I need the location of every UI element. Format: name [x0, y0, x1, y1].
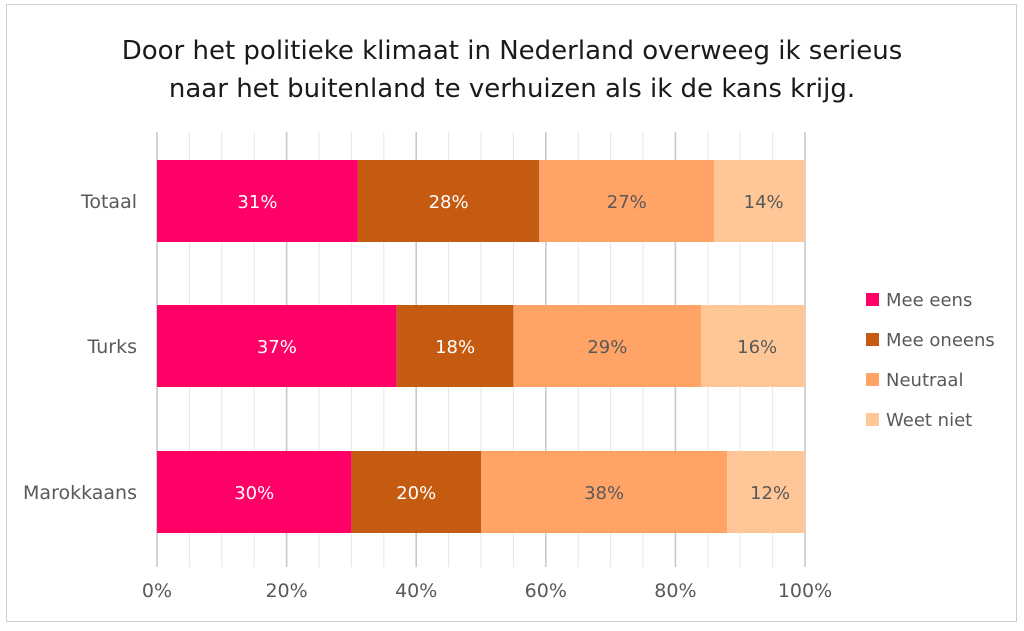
bar-segment: [357, 160, 540, 242]
chart-title-line: Door het politieke klimaat in Nederland …: [122, 36, 903, 66]
chart-frame: Door het politieke klimaat in Nederland …: [6, 4, 1017, 622]
data-label: 29%: [587, 337, 627, 358]
data-label: 30%: [234, 483, 274, 504]
data-label: 38%: [584, 483, 624, 504]
bar-segment: [157, 451, 352, 533]
bar-segment: [513, 305, 702, 387]
category-label: Turks: [87, 336, 137, 358]
x-tick-label: 0%: [142, 580, 172, 602]
x-tick-label: 40%: [395, 580, 437, 602]
data-label: 27%: [607, 192, 647, 213]
legend: Mee eens Mee oneens Neutraal Weet niet: [866, 290, 995, 431]
bar-segment: [481, 451, 728, 533]
x-tick-label: 20%: [265, 580, 307, 602]
bar-segment: [714, 160, 805, 242]
legend-label: Mee eens: [886, 290, 972, 311]
chart-title-line: naar het buitenland te verhuizen als ik …: [169, 74, 855, 104]
legend-swatch: [866, 373, 879, 386]
data-label: 14%: [744, 192, 784, 213]
stacked-bar-chart: Door het politieke klimaat in Nederland …: [23, 36, 995, 602]
legend-swatch: [866, 413, 879, 426]
data-label: 37%: [257, 337, 297, 358]
data-label: 28%: [429, 192, 469, 213]
legend-swatch: [866, 333, 879, 346]
data-label: 31%: [237, 192, 277, 213]
data-label: 18%: [435, 337, 475, 358]
bar-segment: [701, 305, 805, 387]
bar-segment: [351, 451, 481, 533]
legend-label: Weet niet: [886, 410, 972, 431]
bar-segment: [396, 305, 514, 387]
bar-segment: [539, 160, 715, 242]
chart-title: Door het politieke klimaat in Nederland …: [122, 36, 903, 104]
data-label: 12%: [750, 483, 790, 504]
x-tick-label: 100%: [778, 580, 832, 602]
category-label: Marokkaans: [23, 482, 137, 504]
x-tick-label: 80%: [654, 580, 696, 602]
bars: 31% 28% 27% 14% 37% 18% 29% 16% 30% 20% 38% 12%: [157, 160, 805, 533]
x-axis-ticks: 0% 20% 40% 60% 80% 100%: [142, 580, 832, 602]
x-tick-label: 60%: [525, 580, 567, 602]
legend-label: Mee oneens: [886, 330, 995, 351]
bar-segment: [157, 160, 358, 242]
bar-segment: [727, 451, 805, 533]
category-label: Totaal: [80, 191, 137, 213]
legend-swatch: [866, 293, 879, 306]
category-labels: Totaal Turks Marokkaans: [23, 191, 137, 504]
legend-label: Neutraal: [886, 370, 963, 391]
data-label: 20%: [396, 483, 436, 504]
bar-segment: [157, 305, 397, 387]
data-label: 16%: [737, 337, 777, 358]
